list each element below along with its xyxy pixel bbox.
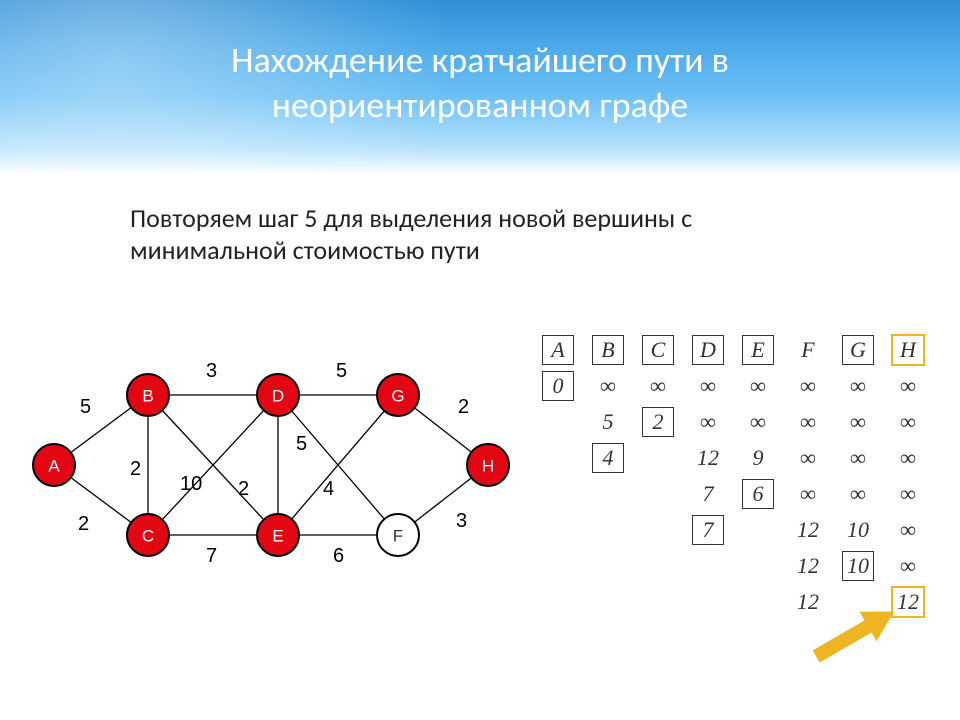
table-row: 7 1210∞ [533,512,933,548]
table-cell [533,548,583,584]
node-label-B: B [142,387,153,406]
table-cell [583,476,633,512]
edge-weight-A-B: 5 [80,396,91,418]
table-cell [633,548,683,584]
table-cell: ∞ [883,368,933,404]
table-cell: 4 [583,440,633,476]
table-cell [733,548,783,584]
table-cell: 7 [683,476,733,512]
node-label-A: A [48,457,60,476]
table-cell [533,476,583,512]
table-cell: 12 [683,440,733,476]
table-cell [733,584,783,620]
node-label-F: F [393,527,403,546]
table-cell: ∞ [783,404,833,440]
table-cell: ∞ [883,476,933,512]
table-header-G: G [833,332,883,368]
edge-weight-G-H: 2 [458,396,469,418]
table-cell [533,584,583,620]
edge-weight-C-E: 7 [206,545,217,567]
table-cell: 12 [783,584,833,620]
table-header-C: C [633,332,683,368]
table-cell: ∞ [733,404,783,440]
table-row: 76∞∞∞ [533,476,933,512]
table-cell [583,584,633,620]
table-cell: ∞ [783,476,833,512]
table-cell: ∞ [833,368,883,404]
node-label-C: C [142,527,154,546]
table-cell: ∞ [833,476,883,512]
table-cell: 6 [733,476,783,512]
table-cell: 10 [833,548,883,584]
edge-weight-D-G: 5 [336,360,347,382]
table-cell: ∞ [683,404,733,440]
edge-weight-D-E: 5 [296,433,307,455]
distance-table: ABCDEFGH0∞∞∞∞∞∞∞52∞∞∞∞∞4129∞∞∞76∞∞∞71210… [533,332,933,620]
table-cell [683,584,733,620]
table-cell [533,404,583,440]
table-header-E: E [733,332,783,368]
title-line-2: неориентированном графе [0,83,960,128]
table-cell [633,512,683,548]
table-cell: ∞ [733,368,783,404]
table-header-A: A [533,332,583,368]
table-cell [683,548,733,584]
edge-weight-B-E: 10 [180,473,202,495]
table-cell: ∞ [833,440,883,476]
table-cell: 12 [783,512,833,548]
table-cell [633,584,683,620]
table-header-B: B [583,332,633,368]
table-cell: 5 [583,404,633,440]
edge-weight-A-C: 2 [78,513,89,535]
table-cell: ∞ [883,548,933,584]
table-cell [633,476,683,512]
table-cell: 7 [683,512,733,548]
table-cell: ∞ [633,368,683,404]
graph-diagram: 52231027554623ABCDEFGH [18,335,518,595]
edge-weight-C-D: 2 [238,478,249,500]
table-cell [533,512,583,548]
table-header-F: F [783,332,833,368]
edge-weight-F-H: 3 [456,510,467,532]
table-cell: 12 [783,548,833,584]
table-cell [733,512,783,548]
table-cell: ∞ [683,368,733,404]
table-row: 52∞∞∞∞∞ [533,404,933,440]
slide-subtitle: Повторяем шаг 5 для выделения новой верш… [130,202,830,266]
table-row: 4129∞∞∞ [533,440,933,476]
table-row: 0∞∞∞∞∞∞∞ [533,368,933,404]
table-cell [633,440,683,476]
node-label-E: E [272,527,283,546]
edge-weight-B-C: 2 [130,458,141,480]
table-cell: 9 [733,440,783,476]
title-line-1: Нахождение кратчайшего пути в [0,38,960,83]
node-label-D: D [272,387,284,406]
table-header-D: D [683,332,733,368]
table-header-H: H [883,332,933,368]
table-cell: ∞ [883,512,933,548]
table-cell [533,440,583,476]
table-cell: ∞ [883,440,933,476]
table-cell: 0 [533,368,583,404]
table-cell: ∞ [783,440,833,476]
table-cell [583,548,633,584]
edge-weight-B-D: 3 [206,360,217,382]
slide-title: Нахождение кратчайшего пути в неориентир… [0,38,960,128]
table-cell: ∞ [783,368,833,404]
node-label-G: G [391,387,404,406]
table-cell: ∞ [883,404,933,440]
table-row: 1210∞ [533,548,933,584]
table-cell: 10 [833,512,883,548]
table-cell: 2 [633,404,683,440]
table-cell [583,512,633,548]
table-cell: ∞ [833,404,883,440]
table-cell: ∞ [583,368,633,404]
edge-weight-E-F: 6 [333,545,344,567]
node-label-H: H [482,457,494,476]
